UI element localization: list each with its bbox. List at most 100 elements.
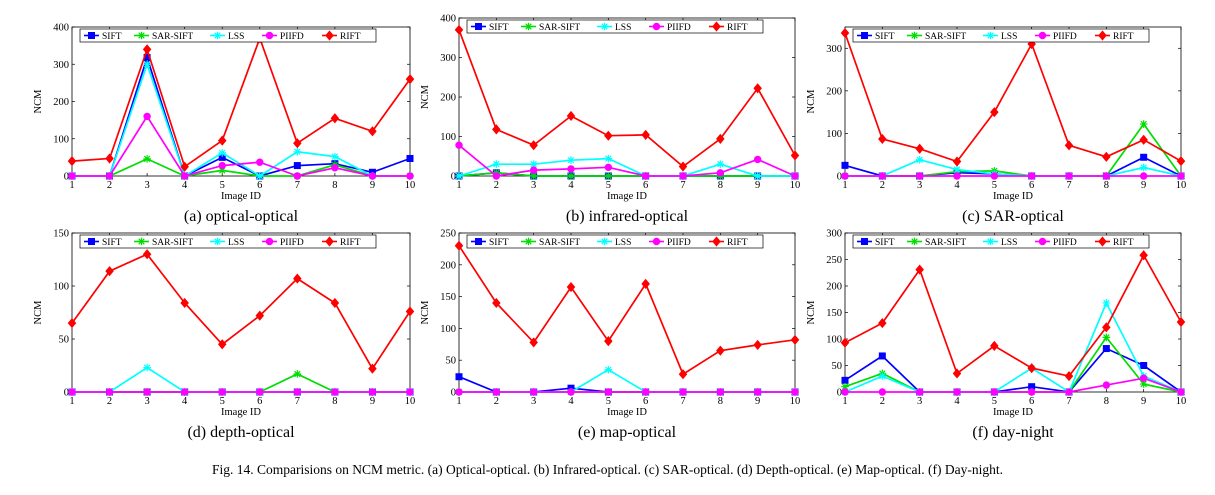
marker-rift-5: [217, 135, 227, 146]
marker-sift-1: [455, 373, 463, 381]
x-tick-label: 4: [182, 396, 188, 407]
marker-piifd-10: [791, 172, 799, 180]
marker-rift-6: [1027, 363, 1036, 374]
legend: SIFT SAR-SIFT LSS PIIFD RIFT: [852, 234, 1150, 249]
marker-piifd-7: [1065, 172, 1073, 180]
marker-piifd-1: [841, 388, 849, 396]
y-tick-label: 150: [53, 229, 69, 240]
marker-rift-3: [529, 337, 538, 348]
x-tick-label: 3: [531, 396, 536, 407]
legend-label-rift: RIFT: [1113, 32, 1134, 42]
marker-rift-10: [1176, 156, 1186, 167]
marker-sar-sift-3: [143, 155, 151, 163]
marker-rift-6: [641, 129, 650, 140]
marker-rift-8: [1102, 151, 1111, 162]
marker-rift-3: [142, 44, 152, 55]
legend-label-sift: SIFT: [102, 238, 122, 248]
marker-sar-sift-5: [218, 166, 227, 175]
marker-legend-sar-sift-1: [910, 237, 919, 246]
y-tick-label: 150: [826, 308, 842, 319]
series-line-lss: [459, 368, 795, 393]
marker-piifd-8: [1102, 381, 1111, 389]
marker-rift-1: [454, 240, 464, 251]
marker-rift-5: [604, 130, 613, 141]
marker-legend-rift-1: [1098, 236, 1107, 247]
marker-legend-sift-1: [88, 238, 95, 245]
legend-label-lss: LSS: [615, 238, 631, 248]
marker-piifd-1: [68, 172, 76, 180]
marker-piifd-10: [1177, 388, 1185, 396]
marker-piifd-9: [368, 388, 377, 396]
legend: SIFT SAR-SIFT LSS PIIFD RIFT: [852, 28, 1150, 43]
y-tick-label: 250: [826, 255, 842, 266]
marker-sift-8: [1102, 345, 1110, 353]
marker-legend-rift-1: [325, 30, 334, 41]
marker-piifd-9: [753, 388, 762, 396]
marker-rift-8: [716, 345, 725, 356]
marker-rift-6: [255, 310, 265, 321]
y-tick-label: 300: [440, 53, 456, 64]
x-tick-label: 7: [680, 396, 685, 407]
series-line-sift: [72, 54, 411, 178]
marker-rift-10: [790, 334, 800, 345]
marker-piifd-2: [878, 172, 887, 180]
x-tick-label: 6: [1029, 180, 1034, 191]
series-line-piifd: [845, 377, 1182, 393]
marker-rift-7: [293, 138, 302, 149]
legend-label-piifd: PIIFD: [667, 23, 691, 33]
marker-piifd-3: [915, 172, 924, 180]
legend: SIFT SAR-SIFT LSS PIIFD RIFT: [79, 234, 377, 249]
x-tick-label: 5: [606, 180, 611, 191]
x-tick-label: 8: [1104, 396, 1109, 407]
y-tick-label: 100: [53, 282, 69, 293]
marker-rift-1: [67, 156, 77, 167]
legend-label-piifd: PIIFD: [1053, 238, 1077, 248]
x-tick-label: 7: [295, 180, 300, 191]
marker-rift-4: [566, 281, 576, 293]
x-tick-label: 1: [456, 396, 461, 407]
marker-sar-sift-4: [567, 172, 575, 180]
marker-rift-2: [492, 297, 501, 309]
marker-lss-3: [143, 363, 151, 372]
marker-lss-6: [255, 172, 264, 180]
x-tick-label: 1: [842, 180, 847, 191]
y-tick-label: 100: [826, 335, 842, 346]
marker-piifd-6: [256, 388, 264, 396]
marker-rift-4: [952, 368, 962, 379]
marker-sar-sift-9: [1139, 380, 1148, 388]
legend: SIFT SAR-SIFT LSS PIIFD RIFT: [466, 234, 764, 249]
marker-rift-7: [1064, 371, 1074, 382]
x-tick-label: 3: [144, 396, 149, 407]
marker-piifd-3: [143, 388, 151, 396]
marker-lss-3: [915, 156, 924, 164]
marker-legend-piifd-1: [652, 22, 661, 31]
x-axis-label: Image ID: [607, 191, 647, 202]
x-tick-label: 3: [144, 180, 149, 191]
x-tick-label: 8: [332, 180, 337, 191]
x-tick-label: 7: [295, 396, 300, 407]
x-tick-label: 1: [69, 396, 74, 407]
marker-sar-sift-5: [604, 172, 613, 180]
marker-lss-8: [331, 152, 339, 161]
marker-legend-sar-sift-1: [524, 237, 533, 246]
marker-legend-sift-1: [475, 23, 482, 30]
x-tick-label: 1: [456, 180, 461, 191]
marker-rift-2: [105, 153, 114, 164]
marker-sift-10: [406, 154, 414, 162]
x-tick-label: 9: [1141, 180, 1146, 191]
marker-piifd-10: [406, 388, 414, 396]
marker-piifd-4: [953, 172, 961, 180]
x-tick-label: 9: [755, 180, 760, 191]
marker-lss-9: [753, 172, 762, 180]
marker-rift-10: [1176, 316, 1186, 328]
series-line-sar-sift: [72, 157, 410, 177]
marker-legend-sar-sift-1: [137, 31, 146, 40]
x-tick-label: 3: [531, 180, 536, 191]
y-tick-label: 100: [440, 324, 456, 335]
marker-rift-2: [878, 318, 887, 329]
marker-piifd-8: [716, 169, 725, 177]
y-tick-label: 0: [837, 172, 842, 183]
marker-sar-sift-3: [529, 172, 538, 180]
x-tick-label: 8: [718, 396, 723, 407]
